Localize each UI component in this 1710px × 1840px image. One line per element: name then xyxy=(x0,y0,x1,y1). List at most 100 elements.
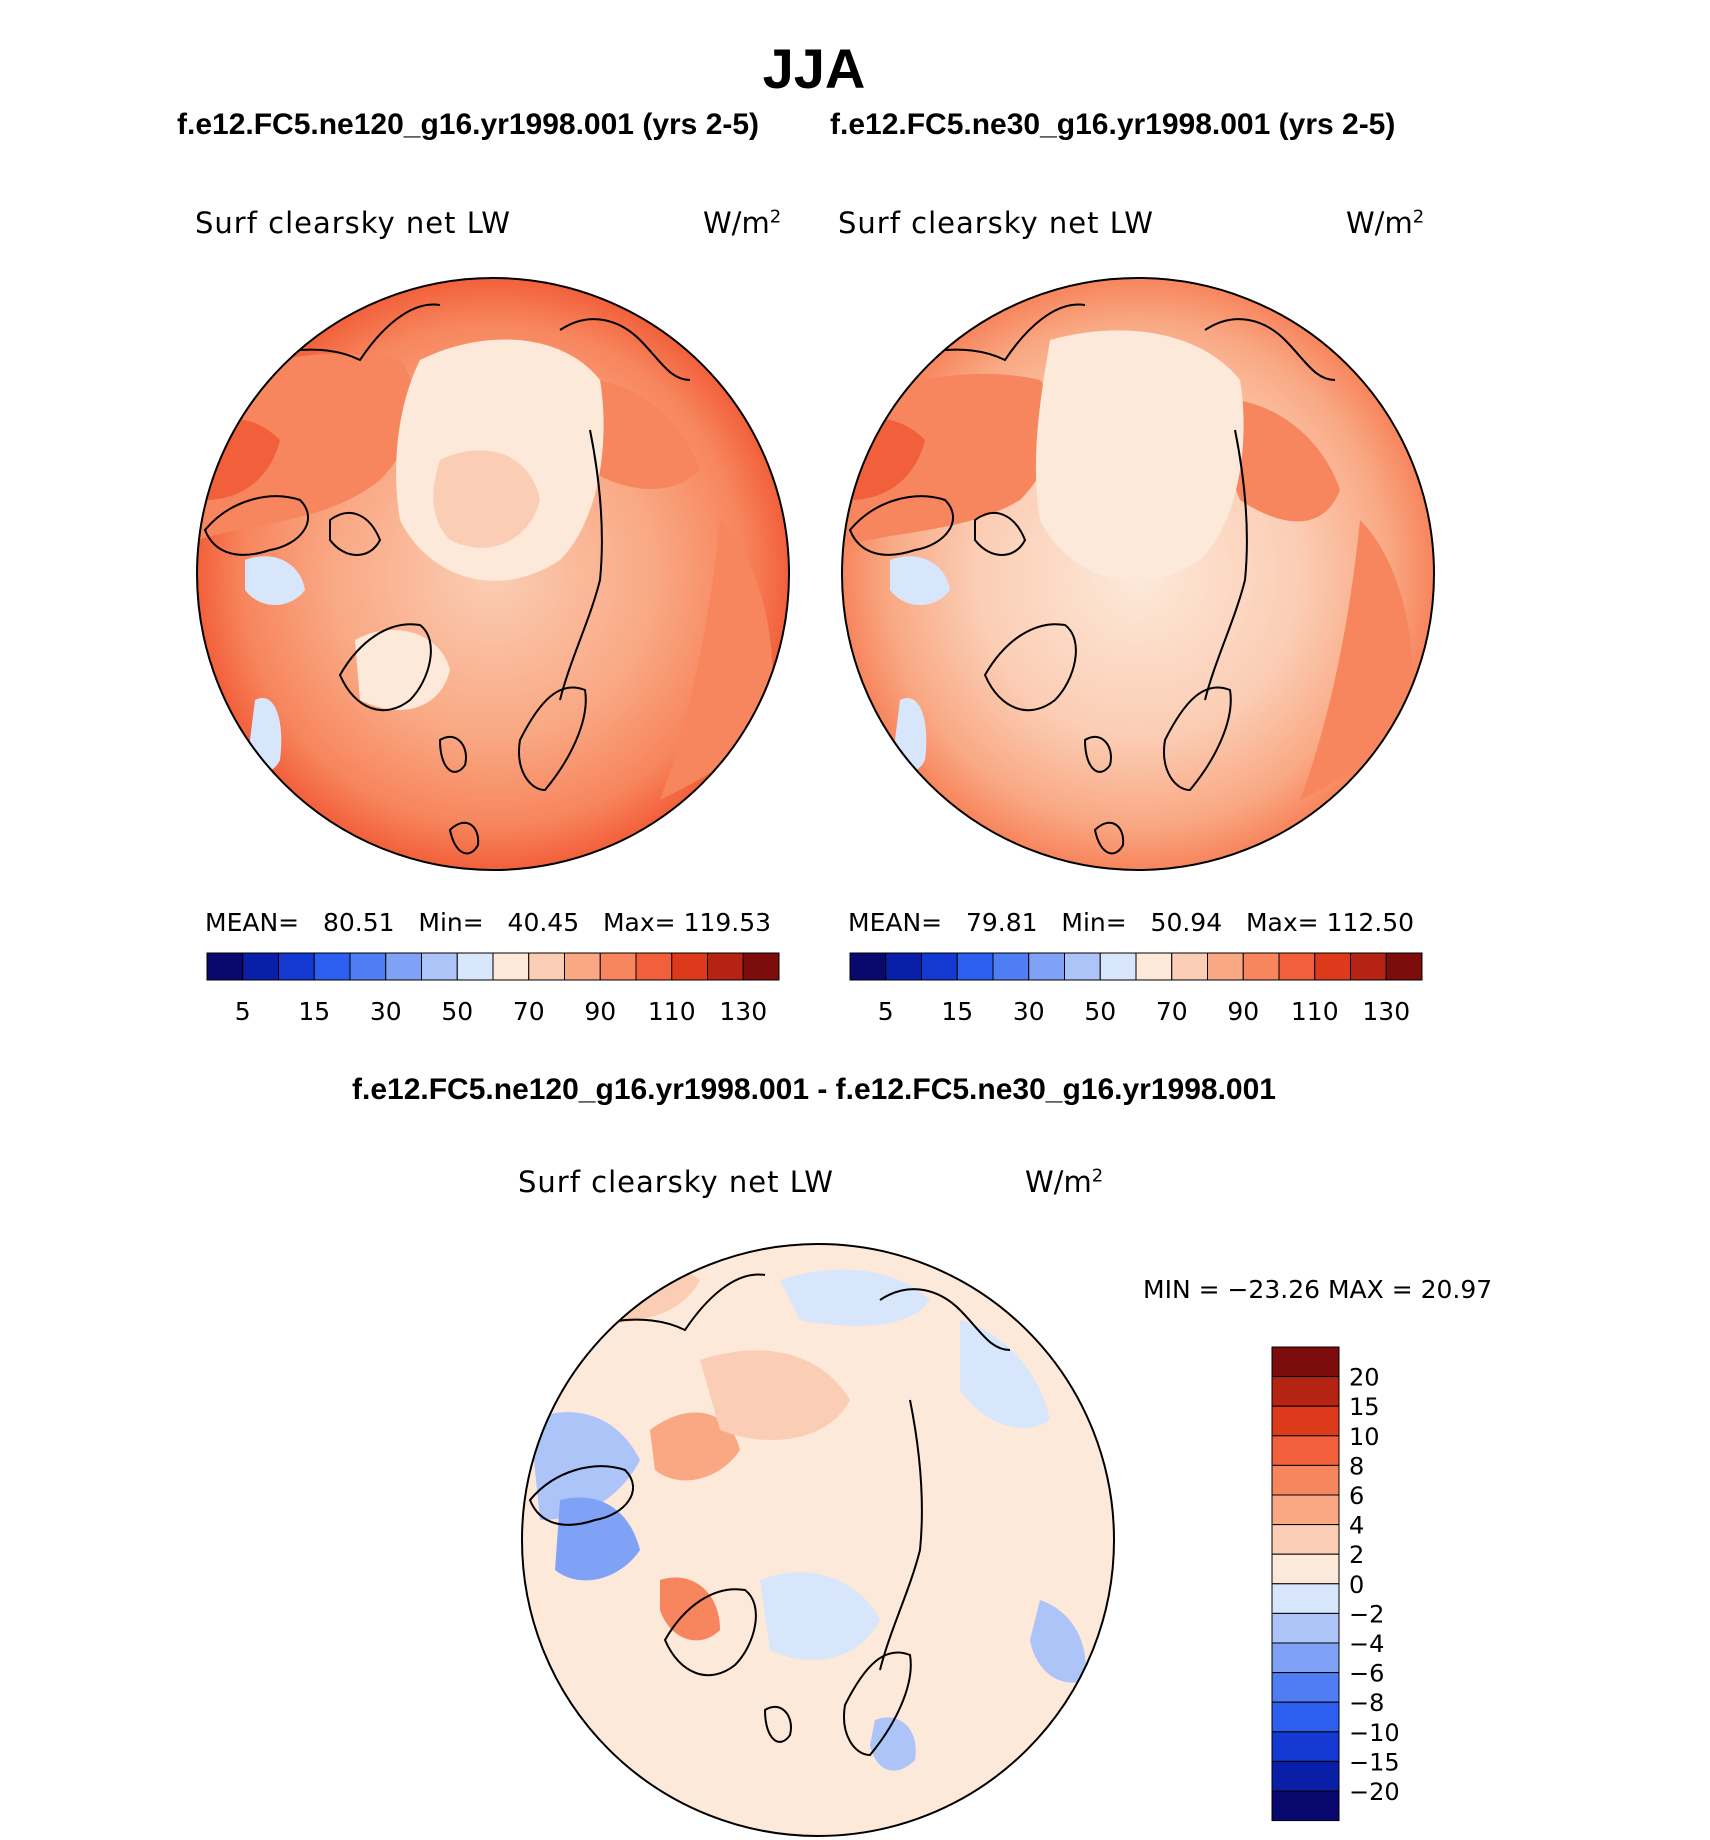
colorbar-right-swatch xyxy=(885,952,922,981)
diff-field-canada-neg xyxy=(530,1412,640,1520)
colorbar-left-tick-label: 50 xyxy=(441,997,473,1026)
colorbar-difference-swatch xyxy=(1271,1583,1340,1614)
case-title-right: f.e12.FC5.ne30_g16.yr1998.001 (yrs 2-5) xyxy=(830,108,1396,141)
colorbar-right-swatch xyxy=(956,952,994,981)
colorbar-difference-label: 6 xyxy=(1349,1482,1364,1510)
colorbar-right-swatch xyxy=(1135,952,1173,981)
colorbar-right-tick-label: 130 xyxy=(1362,997,1410,1026)
colorbar-difference-swatch xyxy=(1271,1672,1340,1703)
variable-label-diff: Surf clearsky net LW xyxy=(518,1165,834,1199)
difference-title: f.e12.FC5.ne120_g16.yr1998.001 - f.e12.F… xyxy=(352,1073,1276,1106)
map-border-left xyxy=(196,277,790,871)
colorbar-left-tick-label: 70 xyxy=(513,997,545,1026)
map-border-right xyxy=(841,277,1435,871)
diff-field-siberia-neg xyxy=(780,1269,930,1326)
colorbar-difference-swatch xyxy=(1271,1790,1340,1822)
colorbar-left-swatch xyxy=(635,952,673,981)
colorbar-left-swatch xyxy=(707,952,744,981)
colorbar-difference-label: −20 xyxy=(1349,1778,1400,1806)
map-right xyxy=(841,277,1435,871)
colorbar-difference-swatch xyxy=(1271,1464,1340,1496)
eurasia-coast-diff xyxy=(879,1399,923,1671)
colorbar-right-swatch xyxy=(1350,952,1387,981)
colorbar-difference-label: −4 xyxy=(1349,1630,1384,1658)
island-outline-left xyxy=(329,511,382,556)
map-border-diff xyxy=(521,1243,1115,1837)
eurasia-coast-left xyxy=(559,429,603,701)
colorbar-right: 5 15 30 50 70 90 110 130 xyxy=(849,952,1423,1026)
colorbar-difference-swatch xyxy=(1271,1524,1340,1555)
colorbar-difference-label: 8 xyxy=(1349,1452,1364,1480)
colorbar-right-tick-label: 90 xyxy=(1227,997,1259,1026)
colorbar-difference-swatch xyxy=(1271,1642,1340,1674)
colorbar-difference-label: 4 xyxy=(1349,1512,1364,1540)
colorbar-left: 5 15 30 50 70 90 110 130 xyxy=(206,952,780,1026)
colorbar-difference-swatch xyxy=(1271,1494,1340,1526)
colorbar-left-swatch xyxy=(742,952,780,981)
colorbar-difference-swatch xyxy=(1271,1612,1340,1644)
asia-coast-left xyxy=(559,318,691,381)
colorbar-right-swatch xyxy=(1064,952,1101,981)
colorbar-difference-label: −15 xyxy=(1349,1748,1400,1776)
colorbar-right-swatch xyxy=(992,952,1030,981)
colorbar-left-tick-label: 110 xyxy=(648,997,696,1026)
colorbar-left-swatch xyxy=(528,952,565,981)
colorbar-right-swatch xyxy=(1028,952,1065,981)
map-left xyxy=(196,277,790,871)
diff-field-scandinavia-neg xyxy=(870,1717,916,1771)
hudson-outline-right xyxy=(848,495,955,556)
colorbar-difference-label: 15 xyxy=(1349,1393,1380,1421)
hudson-outline-left xyxy=(203,495,310,556)
iceland-outline-right xyxy=(1083,735,1112,773)
colorbar-right-tick-label: 110 xyxy=(1291,997,1339,1026)
colorbar-difference-label: −10 xyxy=(1349,1719,1400,1747)
field-greenland-sea-left xyxy=(355,630,450,710)
season-title: JJA xyxy=(762,37,866,100)
diff-field-arctic-pos xyxy=(650,1412,740,1481)
colorbar-right-swatch xyxy=(921,952,958,981)
colorbar-right-swatch xyxy=(1171,952,1208,981)
diff-field-center-neg xyxy=(760,1572,880,1660)
variable-label-right: Surf clearsky net LW xyxy=(838,206,1154,240)
field-arctic-ocean-right xyxy=(1035,330,1244,581)
diff-min-max: MIN = −23.26 MAX = 20.97 xyxy=(1143,1275,1493,1304)
diff-field-south-east-neg xyxy=(1030,1600,1086,1683)
colorbar-difference-label: −8 xyxy=(1349,1689,1384,1717)
colorbar-right-swatch xyxy=(1314,952,1351,981)
colorbar-left-swatch xyxy=(456,952,494,981)
hudson-outline-diff xyxy=(528,1465,635,1526)
scandinavia-outline-diff xyxy=(843,1651,912,1757)
greenland-outline-right xyxy=(983,623,1077,712)
colorbar-left-swatch xyxy=(206,952,244,981)
colorbar-right-swatch xyxy=(1099,952,1137,981)
units-label-left: W/m2 xyxy=(703,206,782,240)
colorbar-right-tick-label: 50 xyxy=(1084,997,1116,1026)
iceland-outline-left xyxy=(438,735,467,773)
colorbar-difference-label: 0 xyxy=(1349,1571,1364,1599)
greenland-outline-diff xyxy=(663,1588,757,1677)
field-hudson-bay-right xyxy=(890,556,950,605)
colorbar-left-swatch xyxy=(278,952,315,981)
asia-coast-diff xyxy=(879,1288,1011,1351)
colorbar-difference-swatch xyxy=(1271,1731,1340,1762)
colorbar-left-swatch xyxy=(421,952,458,981)
case-title-left: f.e12.FC5.ne120_g16.yr1998.001 (yrs 2-5) xyxy=(177,108,760,141)
colorbar-left-tick-label: 15 xyxy=(298,997,330,1026)
colorbar-left-swatch xyxy=(564,952,601,981)
colorbar-right-tick-label: 70 xyxy=(1156,997,1188,1026)
diff-field-pole-pos xyxy=(700,1350,850,1440)
colorbar-left-swatch xyxy=(313,952,351,981)
diff-field-east-neg xyxy=(960,1320,1050,1429)
scandinavia-outline-right xyxy=(1163,686,1232,792)
field-hudson-bay-left xyxy=(245,556,305,605)
colorbar-right-tick-label: 30 xyxy=(1013,997,1045,1026)
colorbar-right-swatch xyxy=(1242,952,1280,981)
colorbar-left-swatch xyxy=(671,952,708,981)
colorbar-right-tick-label: 5 xyxy=(878,997,894,1026)
variable-label-left: Surf clearsky net LW xyxy=(195,206,511,240)
colorbar-right-tick-label: 15 xyxy=(941,997,973,1026)
colorbar-left-tick-label: 30 xyxy=(370,997,402,1026)
colorbar-right-swatch xyxy=(1207,952,1244,981)
map-difference xyxy=(521,1243,1115,1837)
